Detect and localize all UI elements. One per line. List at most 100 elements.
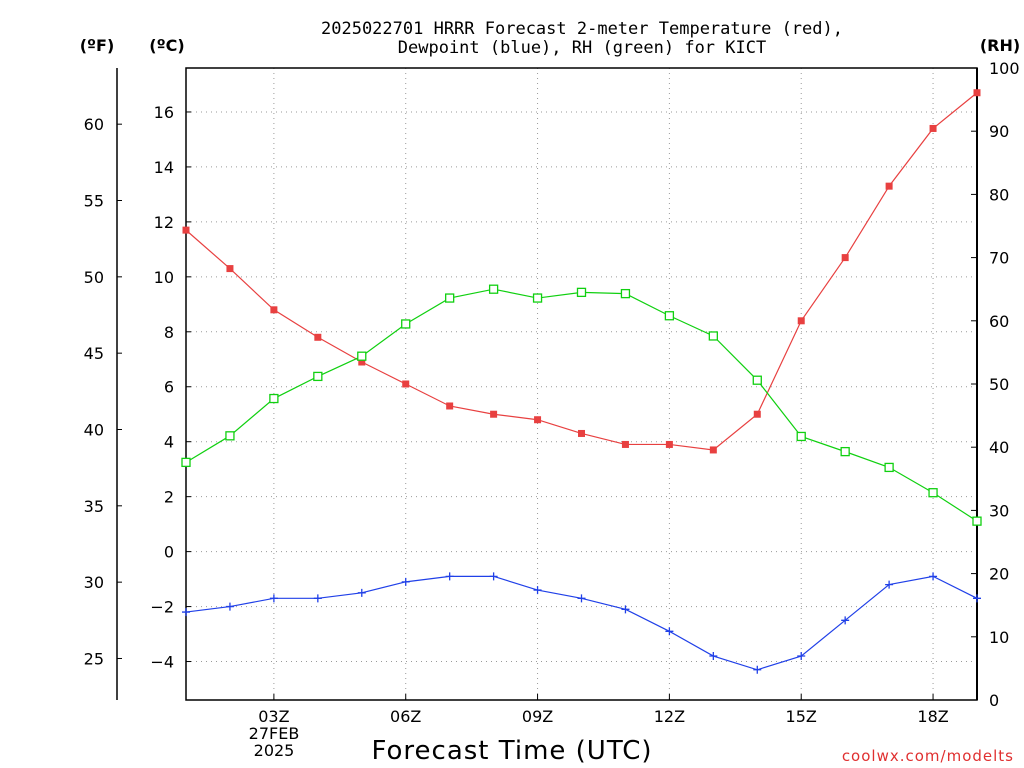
celsius-tick-label: 8 — [164, 323, 174, 342]
rh-tick-label: 60 — [989, 312, 1009, 331]
x-tick-label: 06Z — [390, 707, 421, 726]
dewpoint-point — [973, 594, 981, 603]
celsius-tick-label: 16 — [154, 103, 174, 122]
fahrenheit-tick-label: 30 — [84, 573, 104, 592]
data-series — [181, 89, 982, 674]
x-tick-label: 03Z — [258, 707, 289, 726]
rh-point — [928, 488, 938, 498]
rh-point — [225, 431, 235, 441]
fahrenheit-tick-label: 40 — [84, 420, 104, 439]
gridlines — [186, 68, 977, 700]
celsius-tick-label: 12 — [154, 213, 174, 232]
temperature-point — [885, 182, 893, 190]
dewpoint-point — [709, 652, 718, 661]
temperature-series-line — [185, 92, 978, 451]
temperature-point — [578, 429, 585, 437]
rh-tick-label: 80 — [989, 185, 1009, 204]
rh-point — [664, 311, 675, 321]
dewpoint-point — [225, 602, 234, 611]
dewpoint-series-line — [185, 575, 978, 671]
dewpoint-point — [182, 608, 190, 617]
rh-point — [313, 371, 323, 382]
fahrenheit-unit-label: (ºF) — [80, 36, 115, 55]
fahrenheit-tick-label: 45 — [84, 344, 104, 363]
dewpoint-point — [797, 652, 806, 661]
celsius-tick-label: 14 — [154, 158, 174, 177]
rh-point — [269, 393, 279, 404]
temperature-point — [929, 124, 937, 132]
rh-point — [401, 319, 411, 329]
rh-point — [620, 288, 631, 299]
rh-tick-label: 50 — [989, 375, 1009, 394]
credit-text: coolwx.com/modelts — [842, 747, 1014, 765]
temperature-point — [753, 410, 761, 418]
dewpoint-point — [577, 594, 586, 603]
x-tick-label: 12Z — [654, 707, 685, 726]
temperature-point — [402, 380, 410, 388]
rh-point — [796, 431, 806, 442]
rh-tick-label: 10 — [989, 628, 1009, 647]
rh-point — [532, 293, 543, 303]
rh-point — [752, 375, 762, 385]
celsius-tick-label: −4 — [150, 653, 174, 672]
rh-point — [708, 331, 718, 341]
rh-tick-label: 0 — [989, 691, 999, 710]
fahrenheit-tick-label: 60 — [84, 115, 104, 134]
fahrenheit-tick-label: 25 — [84, 649, 104, 668]
temperature-point — [534, 416, 542, 424]
plot-frame — [185, 67, 978, 701]
dewpoint-point — [445, 572, 454, 581]
temperature-point — [973, 89, 981, 97]
rh-series-line — [185, 288, 978, 522]
celsius-tick-label: 0 — [164, 543, 174, 562]
x-tick-label: 09Z — [522, 707, 553, 726]
axis-ticks: −4 −2 0 2 4 6 8 10 12 14 16 25 30 35 40 45 50 55 60 0 10 20 30… — [84, 59, 1020, 726]
dewpoint-point — [489, 572, 498, 581]
celsius-tick-label: 10 — [154, 268, 174, 287]
temperature-point — [797, 317, 805, 325]
fahrenheit-tick-label: 35 — [84, 497, 104, 516]
dewpoint-point — [269, 594, 278, 603]
rh-tick-label: 100 — [989, 59, 1020, 78]
rh-tick-label: 30 — [989, 501, 1009, 520]
fahrenheit-tick-label: 50 — [84, 268, 104, 287]
x-axis-title: Forecast Time (UTC) — [371, 736, 652, 766]
fahrenheit-tick-label: 55 — [84, 192, 104, 211]
rh-tick-label: 40 — [989, 438, 1009, 457]
celsius-tick-label: 6 — [164, 378, 174, 397]
temperature-point — [270, 306, 278, 314]
dewpoint-point — [621, 605, 630, 614]
dewpoint-point — [665, 627, 674, 636]
temperature-point — [841, 254, 849, 262]
dewpoint-point — [841, 616, 850, 625]
rh-tick-label: 70 — [989, 249, 1009, 268]
temperature-point — [490, 410, 498, 418]
celsius-unit-label: (ºC) — [149, 36, 184, 55]
x-year-label: 2025 — [254, 741, 295, 760]
dewpoint-point — [533, 586, 542, 595]
temperature-point — [226, 265, 234, 273]
x-tick-label: 15Z — [786, 707, 817, 726]
rh-point — [181, 457, 191, 468]
rh-unit-label: (RH) — [980, 36, 1020, 55]
chart-title-line2: Dewpoint (blue), RH (green) for KICT — [398, 38, 766, 58]
x-tick-label: 18Z — [917, 707, 948, 726]
temperature-point — [446, 402, 454, 410]
rh-point — [445, 293, 455, 303]
temperature-point — [182, 226, 190, 234]
rh-point — [884, 462, 894, 473]
rh-tick-label: 20 — [989, 565, 1009, 584]
rh-point — [972, 516, 982, 526]
chart-title-line1: 2025022701 HRRR Forecast 2-meter Tempera… — [321, 19, 843, 39]
dewpoint-point — [885, 580, 894, 589]
celsius-tick-label: −2 — [150, 598, 174, 617]
temperature-point — [314, 333, 322, 341]
dewpoint-point — [929, 572, 938, 581]
celsius-tick-label: 4 — [164, 433, 174, 452]
temperature-point — [621, 440, 629, 448]
rh-point — [357, 351, 367, 361]
dewpoint-point — [401, 577, 410, 586]
dewpoint-point — [753, 665, 762, 674]
